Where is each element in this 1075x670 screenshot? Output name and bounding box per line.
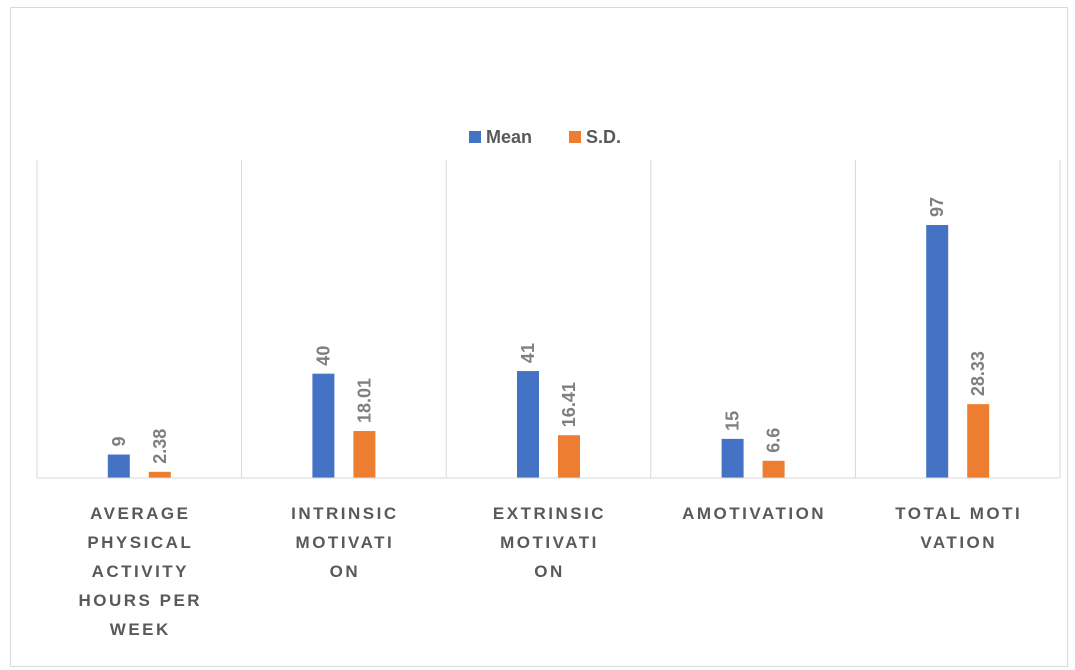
category-label: ON	[330, 562, 361, 581]
mean-bar	[517, 371, 539, 478]
sd-value-label: 2.38	[150, 429, 170, 464]
mean-value-label: 41	[518, 343, 538, 363]
mean-bar	[312, 373, 335, 478]
sd-bar	[967, 404, 990, 478]
category-label: MOTIVATI	[296, 533, 395, 552]
mean-value-label: 97	[927, 197, 947, 217]
category-label: WEEK	[110, 620, 171, 639]
category-label: EXTRINSIC	[493, 504, 606, 523]
sd-value-label: 18.01	[354, 378, 374, 423]
category-label: HOURS PER	[79, 591, 203, 610]
category-label: ON	[534, 562, 565, 581]
chart-frame	[10, 7, 1068, 667]
category-label: ACTIVITY	[92, 562, 189, 581]
category-label: AMOTIVATION	[682, 504, 826, 523]
sd-bar	[148, 471, 171, 478]
grid-lines	[36, 160, 1061, 478]
sd-value-label: 28.33	[968, 351, 988, 396]
mean-value-label: 40	[313, 346, 333, 366]
sd-value-label: 16.41	[559, 382, 579, 427]
category-label: AVERAGE	[90, 504, 190, 523]
category-label: VATION	[920, 533, 997, 552]
category-label: PHYSICAL	[87, 533, 193, 552]
category-label: MOTIVATI	[500, 533, 599, 552]
sd-value-label: 6.6	[764, 428, 784, 453]
legend-label-mean: Mean	[486, 127, 532, 147]
data-labels: 9 2.38 40 18.01 41 16.41 15 6.6 97 28.33	[109, 197, 988, 464]
sd-bar	[353, 431, 376, 478]
category-label: INTRINSIC	[291, 504, 399, 523]
legend-swatch-mean	[469, 131, 481, 143]
mean-value-label: 9	[109, 437, 129, 447]
legend: Mean S.D.	[469, 127, 621, 147]
mean-value-label: 15	[723, 411, 743, 431]
mean-bar	[926, 225, 949, 478]
legend-swatch-sd	[569, 131, 581, 143]
sd-bar	[558, 435, 580, 478]
category-labels: AVERAGE PHYSICAL ACTIVITY HOURS PER WEEK INTR…	[79, 504, 1022, 639]
mean-bar	[721, 438, 744, 478]
legend-label-sd: S.D.	[586, 127, 621, 147]
sd-bar	[762, 460, 785, 478]
category-label: TOTAL MOTI	[895, 504, 1022, 523]
bars	[107, 225, 990, 478]
mean-bar	[107, 454, 130, 478]
